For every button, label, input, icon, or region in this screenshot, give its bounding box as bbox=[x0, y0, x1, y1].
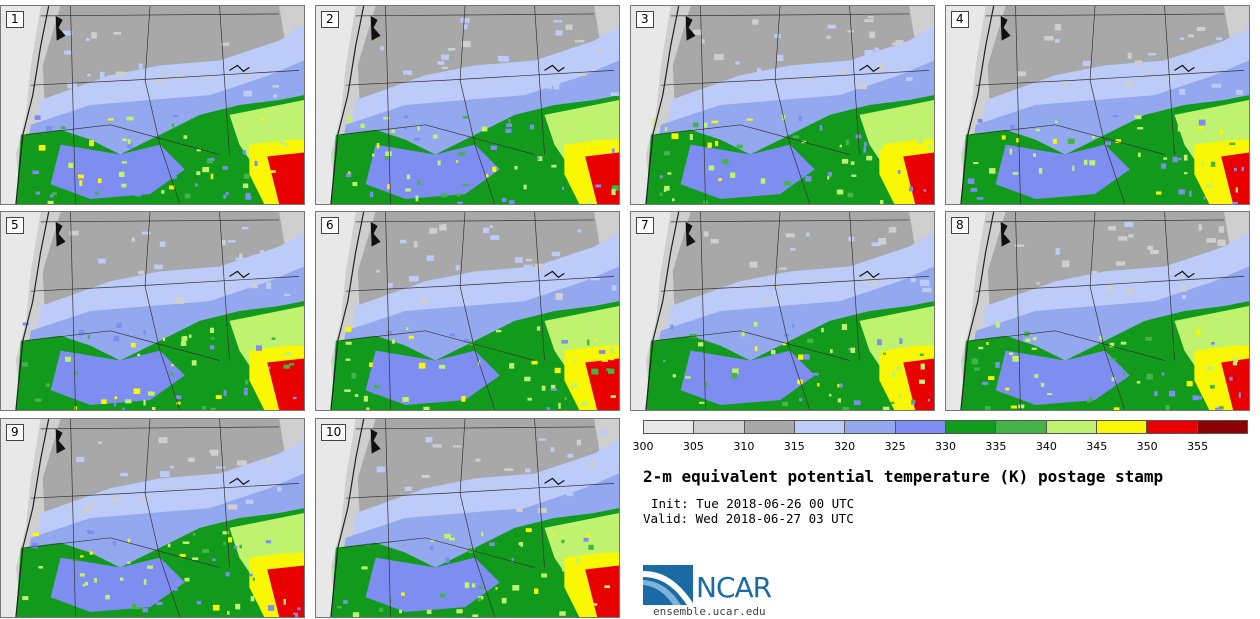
member-number-label: 6 bbox=[321, 217, 339, 234]
colorbar-tick-label: 320 bbox=[834, 440, 856, 453]
colorbar-tick-label: 300 bbox=[632, 440, 654, 453]
theta-e-map bbox=[316, 212, 619, 410]
colorbar-tick-label: 305 bbox=[682, 440, 704, 453]
theta-e-map bbox=[631, 212, 934, 410]
ncar-logo: NCAR ensemble.ucar.edu bbox=[643, 563, 803, 619]
member-number-label: 3 bbox=[636, 11, 654, 28]
member-number-label: 8 bbox=[951, 217, 969, 234]
member-number-label: 7 bbox=[636, 217, 654, 234]
colorbar-segment bbox=[845, 421, 896, 433]
forecast-times: Init: Tue 2018-06-26 00 UTC Valid: Wed 20… bbox=[643, 496, 854, 526]
colorbar-segment bbox=[1197, 421, 1247, 433]
member-panel-6: 6 bbox=[315, 211, 620, 411]
member-number-label: 2 bbox=[321, 11, 339, 28]
colorbar-tick-label: 345 bbox=[1086, 440, 1108, 453]
colorbar-segment bbox=[694, 421, 745, 433]
colorbar-segment bbox=[1046, 421, 1097, 433]
member-panel-4: 4 bbox=[945, 5, 1250, 205]
colorbar-tick-label: 315 bbox=[783, 440, 805, 453]
colorbar-segment bbox=[895, 421, 946, 433]
init-time: Init: Tue 2018-06-26 00 UTC bbox=[651, 496, 855, 511]
member-number-label: 1 bbox=[6, 11, 24, 28]
colorbar bbox=[643, 420, 1248, 434]
ncar-swoosh-icon bbox=[643, 565, 693, 605]
colorbar-tick-label: 340 bbox=[1035, 440, 1057, 453]
theta-e-map bbox=[316, 6, 619, 204]
colorbar-segment bbox=[1147, 421, 1198, 433]
member-panel-10: 10 bbox=[315, 418, 620, 618]
colorbar-segment bbox=[996, 421, 1047, 433]
member-number-label: 5 bbox=[6, 217, 24, 234]
colorbar-segment bbox=[794, 421, 846, 433]
colorbar-tick-label: 355 bbox=[1187, 440, 1209, 453]
colorbar-segment bbox=[1096, 421, 1148, 433]
member-panel-5: 5 bbox=[0, 211, 305, 411]
colorbar-segment bbox=[945, 421, 997, 433]
colorbar-segment bbox=[644, 421, 695, 433]
theta-e-map bbox=[1, 6, 304, 204]
member-panel-2: 2 bbox=[315, 5, 620, 205]
colorbar-ticks: 300 305 310 315 320 325 330 335 340 345 350 355 bbox=[633, 440, 1248, 454]
product-title: 2-m equivalent potential temperature (K)… bbox=[643, 467, 1164, 486]
member-number-label: 10 bbox=[321, 424, 347, 441]
colorbar-tick-label: 350 bbox=[1136, 440, 1158, 453]
logo-url: ensemble.ucar.edu bbox=[653, 605, 766, 618]
member-number-label: 4 bbox=[951, 11, 969, 28]
theta-e-map bbox=[1, 212, 304, 410]
colorbar-segment bbox=[744, 421, 795, 433]
theta-e-map bbox=[1, 419, 304, 617]
member-panel-1: 1 bbox=[0, 5, 305, 205]
member-panel-8: 8 bbox=[945, 211, 1250, 411]
colorbar-tick-label: 325 bbox=[884, 440, 906, 453]
colorbar-tick-label: 310 bbox=[733, 440, 755, 453]
theta-e-map bbox=[946, 212, 1249, 410]
theta-e-map bbox=[946, 6, 1249, 204]
ncar-wordmark: NCAR bbox=[696, 571, 772, 604]
member-number-label: 9 bbox=[6, 424, 24, 441]
colorbar-tick-label: 335 bbox=[985, 440, 1007, 453]
theta-e-map bbox=[631, 6, 934, 204]
member-panel-7: 7 bbox=[630, 211, 935, 411]
member-panel-9: 9 bbox=[0, 418, 305, 618]
valid-time: Valid: Wed 2018-06-27 03 UTC bbox=[643, 511, 854, 526]
member-panel-3: 3 bbox=[630, 5, 935, 205]
colorbar-tick-label: 330 bbox=[935, 440, 956, 453]
theta-e-map bbox=[316, 419, 619, 617]
